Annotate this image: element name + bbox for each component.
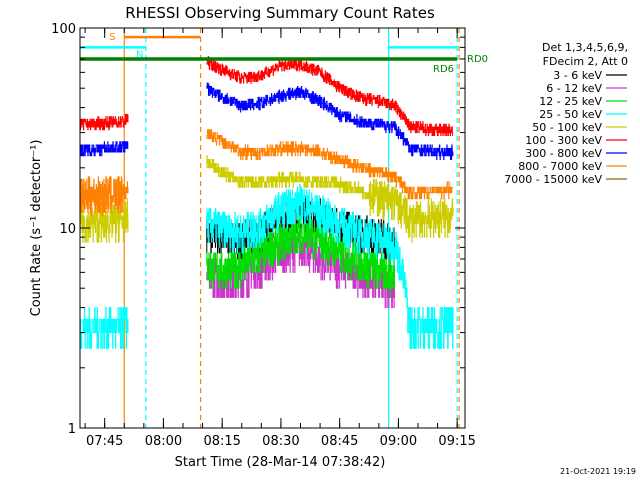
annotation-label: S bbox=[109, 32, 115, 43]
x-tick-label: 08:00 bbox=[145, 434, 182, 449]
legend-header-line-1: Det 1,3,4,5,6,9, bbox=[542, 41, 628, 54]
annotation-label: RD0 bbox=[467, 54, 488, 65]
legend-entry-label: 6 - 12 keV bbox=[546, 82, 602, 95]
y-axis: 1 10 100 bbox=[51, 22, 465, 437]
series-layer bbox=[79, 56, 454, 349]
series-line-2 bbox=[206, 215, 395, 298]
series-line-6 bbox=[206, 82, 454, 160]
legend-entry-label: 3 - 6 keV bbox=[553, 69, 602, 82]
legend-entry-label: 100 - 300 keV bbox=[525, 134, 602, 147]
annotation-label: RD6 bbox=[433, 64, 454, 75]
series-line-7 bbox=[206, 129, 454, 200]
footer-date: 21-Oct-2021 19:19 bbox=[560, 467, 636, 476]
legend-entry-label: 300 - 800 keV bbox=[525, 147, 602, 160]
y-tick-label: 100 bbox=[51, 22, 76, 37]
legend-entry-label: 50 - 100 keV bbox=[532, 121, 602, 134]
y-tick-label: 10 bbox=[59, 222, 76, 237]
series-line-5 bbox=[80, 113, 129, 131]
x-axis-label: Start Time (28-Mar-14 07:38:42) bbox=[175, 455, 386, 470]
legend-entry-label: 25 - 50 keV bbox=[539, 108, 602, 121]
x-axis: 07:45 08:00 08:15 08:30 08:45 09:00 09:15 bbox=[84, 28, 476, 449]
series-line-6 bbox=[79, 141, 129, 157]
series-line-3 bbox=[79, 307, 129, 349]
x-tick-label: 09:00 bbox=[380, 434, 417, 449]
x-tick-label: 09:15 bbox=[438, 434, 475, 449]
legend-entry-label: 7000 - 15000 keV bbox=[504, 173, 602, 186]
x-tick-label: 07:45 bbox=[86, 434, 123, 449]
x-tick-label: 08:30 bbox=[262, 434, 299, 449]
x-tick-label: 08:45 bbox=[321, 434, 358, 449]
y-tick-label: 1 bbox=[68, 422, 76, 437]
legend: Det 1,3,4,5,6,9, FDecim 2, Att 0 3 - 6 k… bbox=[504, 41, 628, 186]
annotation-label: N bbox=[136, 49, 143, 60]
legend-header-line-2: FDecim 2, Att 0 bbox=[543, 55, 628, 68]
series-line-5 bbox=[206, 56, 454, 136]
series-line-3 bbox=[206, 184, 454, 349]
legend-entry-label: 800 - 7000 keV bbox=[518, 160, 602, 173]
series-line-4 bbox=[206, 155, 454, 243]
plot-area: S N RD0 RD6 bbox=[79, 28, 488, 428]
legend-entry-label: 12 - 25 keV bbox=[539, 95, 602, 108]
chart-title: RHESSI Observing Summary Count Rates bbox=[125, 4, 435, 22]
x-tick-label: 08:15 bbox=[203, 434, 240, 449]
series-line-7 bbox=[79, 176, 129, 217]
series-line-4 bbox=[79, 198, 129, 243]
y-axis-label: Count Rate (s⁻¹ detector⁻¹) bbox=[29, 140, 44, 317]
annotation-layer: S N RD0 RD6 bbox=[80, 32, 488, 75]
